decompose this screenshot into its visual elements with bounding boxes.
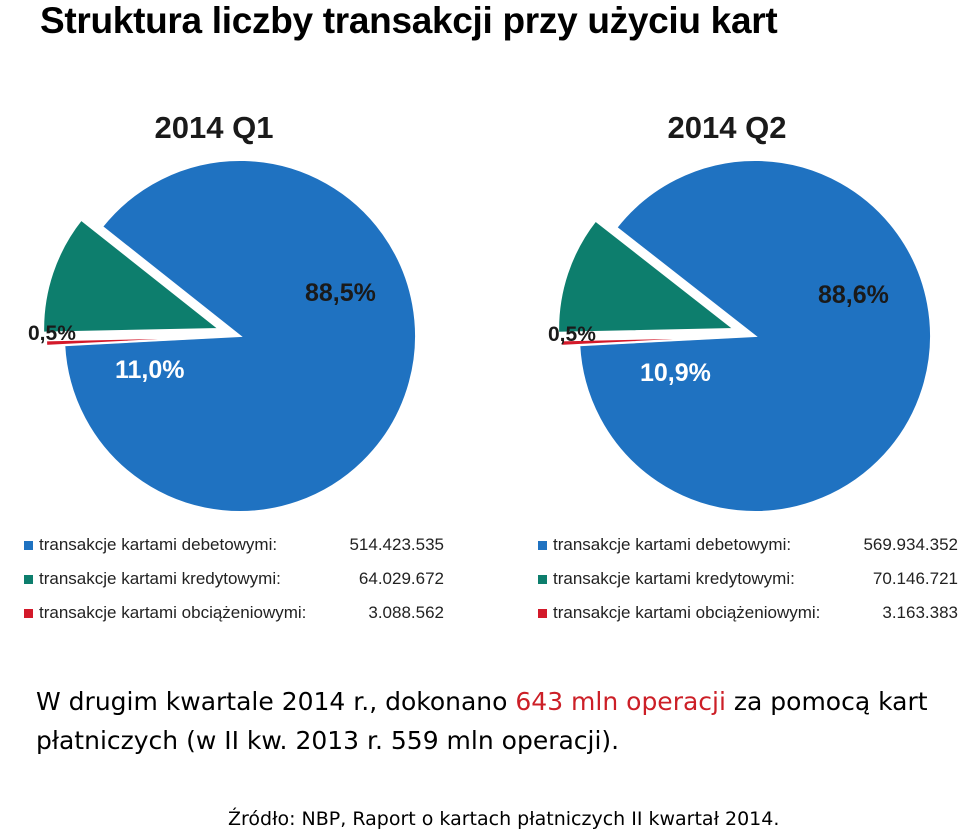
data-label-charge: 0,5% <box>548 323 596 346</box>
pie-charts: 2014 Q1 88,5% 11,0% 0,5% 2014 Q2 88,6% 10,9% 0,… <box>28 110 932 513</box>
legend-item-credit: transakcje kartami kredytowymi: 64.029.67… <box>24 569 444 591</box>
pie-slice-credit <box>42 218 222 334</box>
pie-slice-debit <box>578 159 932 513</box>
legend-label: transakcje kartami kredytowymi: <box>39 569 281 588</box>
chart-title: 2014 Q2 <box>668 110 787 145</box>
legend-value: 514.423.535 <box>349 535 444 554</box>
data-label-charge: 0,5% <box>28 322 76 345</box>
pie-0: 2014 Q1 88,5% 11,0% 0,5% <box>28 110 417 513</box>
pie-slice-credit <box>557 219 737 334</box>
legend-swatch <box>24 575 33 584</box>
legend-label: transakcje kartami kredytowymi: <box>553 569 795 588</box>
pie-slice-debit <box>63 159 417 513</box>
pie-slice-charge <box>560 335 738 347</box>
summary-highlight: 643 mln operacji <box>515 687 726 716</box>
legend-value: 70.146.721 <box>872 569 958 588</box>
summary-part1: W drugim kwartale 2014 r., dokonano <box>36 687 516 716</box>
legend-item-debit: transakcje kartami debetowymi: 569.934.35… <box>538 535 958 557</box>
legend-item-charge: transakcje kartami obciążeniowymi: 3.163.… <box>538 603 958 625</box>
pie-1: 2014 Q2 88,6% 10,9% 0,5% <box>548 110 932 513</box>
legend-swatch <box>24 609 33 618</box>
pie-slice-charge <box>45 335 223 347</box>
legend-value: 3.088.562 <box>368 603 444 622</box>
legend-label: transakcje kartami obciążeniowymi: <box>39 603 307 622</box>
legend-item-debit: transakcje kartami debetowymi: 514.423.53… <box>24 535 444 557</box>
legend-item-charge: transakcje kartami obciążeniowymi: 3.088.… <box>24 603 444 625</box>
page-title: Struktura liczby transakcji przy użyciu … <box>40 0 778 41</box>
legend-item-credit: transakcje kartami kredytowymi: 70.146.72… <box>538 569 958 591</box>
legend-swatch <box>538 609 547 618</box>
data-label-credit: 11,0% <box>115 356 185 384</box>
legend-swatch <box>24 541 33 550</box>
chart-title: 2014 Q1 <box>155 110 274 145</box>
summary-text: W drugim kwartale 2014 r., dokonano 643 … <box>36 682 936 760</box>
summary-part2: za pomocą kart płatniczych (w II kw. 201… <box>36 687 928 755</box>
legend-swatch <box>538 575 547 584</box>
legend-value: 569.934.352 <box>863 535 958 554</box>
source-note: Źródło: NBP, Raport o kartach płatniczyc… <box>228 808 780 830</box>
pie-charts-area: 2014 Q1 88,5% 11,0% 0,5% 2014 Q2 88,6% 10,9% 0,… <box>28 110 932 513</box>
data-label-debit: 88,6% <box>818 281 889 309</box>
data-label-credit: 10,9% <box>640 359 711 387</box>
legend-swatch <box>538 541 547 550</box>
legend-label: transakcje kartami debetowymi: <box>553 535 792 554</box>
data-label-debit: 88,5% <box>305 279 376 307</box>
legend-label: transakcje kartami obciążeniowymi: <box>553 603 821 622</box>
legend-value: 64.029.672 <box>358 569 444 588</box>
legend-value: 3.163.383 <box>882 603 958 622</box>
legend-label: transakcje kartami debetowymi: <box>39 535 278 554</box>
